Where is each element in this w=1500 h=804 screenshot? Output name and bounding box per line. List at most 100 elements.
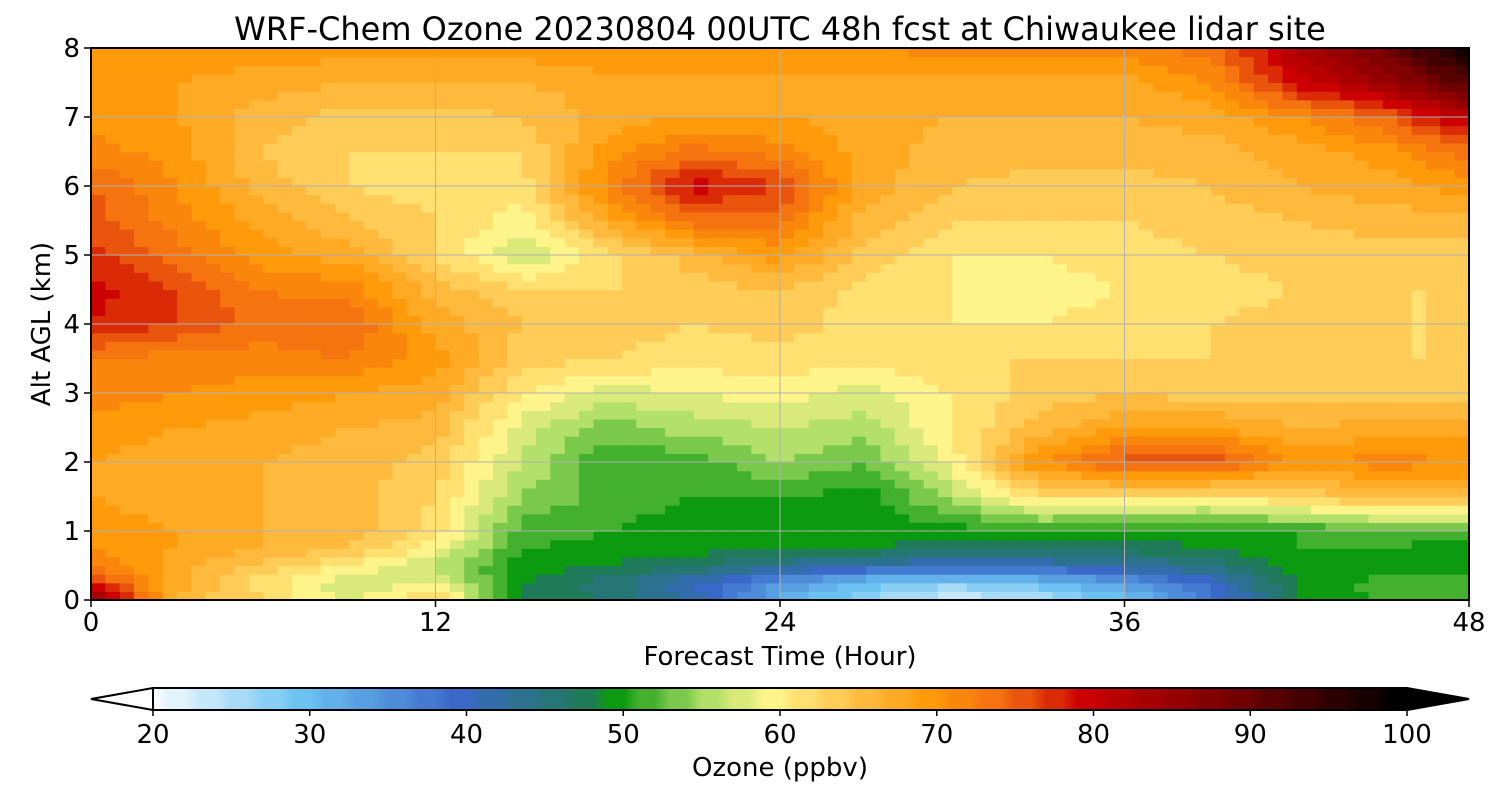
heatmap-cell [263, 393, 279, 403]
heatmap-cell [751, 160, 767, 170]
heatmap-cell [1311, 203, 1327, 213]
heatmap-cell [866, 505, 882, 515]
heatmap-cell [1081, 237, 1097, 247]
heatmap-cell [1009, 556, 1025, 567]
heatmap-cell [191, 401, 207, 411]
heatmap-cell [1425, 229, 1441, 239]
heatmap-cell [392, 306, 408, 316]
heatmap-cell [1282, 367, 1298, 377]
heatmap-cell [823, 367, 839, 377]
heatmap-cell [406, 384, 422, 394]
heatmap-cell [363, 237, 379, 247]
heatmap-cell [234, 306, 250, 316]
heatmap-cell [1253, 160, 1269, 170]
heatmap-cell [665, 298, 681, 308]
heatmap-cell [1224, 160, 1240, 170]
heatmap-cell [593, 470, 609, 480]
heatmap-cell [1253, 280, 1269, 291]
heatmap-cell [263, 324, 279, 334]
heatmap-cell [1210, 177, 1226, 187]
heatmap-cell [220, 324, 236, 334]
heatmap-cell [378, 332, 394, 342]
heatmap-cell [320, 436, 336, 446]
heatmap-cell [421, 246, 437, 256]
heatmap-cell [1282, 358, 1298, 368]
heatmap-cell [679, 358, 695, 368]
heatmap-cell [1425, 186, 1441, 196]
heatmap-cell [923, 272, 939, 282]
heatmap-cell [535, 367, 551, 377]
heatmap-cell [220, 453, 236, 463]
heatmap-cell [550, 496, 566, 506]
heatmap-cell [492, 462, 508, 472]
heatmap-cell [980, 531, 996, 541]
heatmap-cell [1052, 565, 1068, 575]
heatmap-cell [966, 462, 982, 472]
heatmap-cell [335, 315, 350, 325]
heatmap-cell [177, 444, 193, 454]
heatmap-cell [736, 263, 752, 273]
heatmap-cell [880, 246, 896, 256]
heatmap-cell [1411, 539, 1427, 549]
heatmap-cell [320, 280, 336, 291]
heatmap-cell [1110, 574, 1126, 584]
heatmap-cell [650, 306, 666, 316]
heatmap-cell [1153, 203, 1169, 213]
heatmap-cell [1196, 229, 1212, 239]
heatmap-cell [1268, 349, 1283, 360]
heatmap-cell [1454, 436, 1469, 446]
heatmap-cell [823, 289, 839, 299]
heatmap-cell [91, 203, 106, 213]
heatmap-cell [1196, 151, 1212, 161]
heatmap-cell [1153, 513, 1169, 523]
heatmap-cell [593, 349, 609, 360]
heatmap-cell [1454, 470, 1469, 480]
heatmap-cell [449, 315, 465, 325]
heatmap-cell [1325, 410, 1341, 420]
heatmap-cell [1196, 358, 1212, 368]
heatmap-cell [1095, 306, 1111, 316]
heatmap-cell [1095, 470, 1111, 480]
heatmap-cell [1110, 315, 1126, 325]
heatmap-cell [564, 211, 580, 222]
heatmap-cell [736, 591, 752, 600]
heatmap-cell [162, 427, 178, 437]
heatmap-cell [837, 349, 853, 360]
heatmap-cell [1081, 272, 1097, 282]
heatmap-cell [1196, 168, 1212, 178]
heatmap-cell [363, 427, 379, 437]
heatmap-cell [650, 229, 666, 239]
heatmap-cell [780, 410, 795, 420]
heatmap-cell [995, 186, 1011, 196]
heatmap-cell [220, 375, 236, 385]
heatmap-cell [1067, 513, 1083, 523]
heatmap-cell [980, 349, 996, 360]
heatmap-cell [1167, 229, 1183, 239]
heatmap-cell [866, 194, 882, 204]
heatmap-cell [464, 591, 480, 600]
heatmap-cell [894, 479, 910, 489]
heatmap-cell [1196, 513, 1212, 523]
heatmap-cell [1196, 539, 1212, 549]
heatmap-cell [966, 436, 982, 446]
heatmap-cell [1224, 306, 1240, 316]
heatmap-cell [492, 410, 508, 420]
heatmap-cell [780, 444, 795, 454]
heatmap-cell [492, 194, 508, 204]
heatmap-cell [449, 462, 465, 472]
heatmap-cell [593, 341, 609, 351]
heatmap-cell [134, 487, 150, 498]
heatmap-cell [1296, 177, 1312, 187]
heatmap-cell [995, 393, 1011, 403]
heatmap-cell [1296, 358, 1312, 368]
heatmap-cell [492, 367, 508, 377]
heatmap-cell [636, 487, 652, 498]
heatmap-cell [679, 168, 695, 178]
heatmap-cell [464, 151, 480, 161]
heatmap-cell [1095, 496, 1111, 506]
heatmap-cell [1296, 341, 1312, 351]
heatmap-cell [162, 315, 178, 325]
heatmap-cell [966, 246, 982, 256]
heatmap-cell [392, 324, 408, 334]
heatmap-cell [780, 505, 795, 515]
